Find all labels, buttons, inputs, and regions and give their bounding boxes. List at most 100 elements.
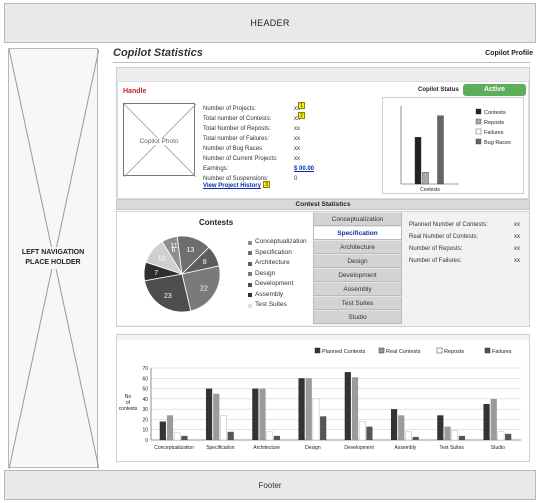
profile-stats: Number of Projects: xx Total number of Co… (203, 104, 323, 184)
contests-pie-chart: 6 13 8 22 23 7 10 11 (143, 235, 221, 313)
bar (305, 378, 312, 440)
bar (458, 435, 466, 440)
bar (490, 398, 497, 440)
y-tick-label: 50 (142, 387, 148, 393)
legend-swatch (248, 282, 252, 287)
bar (497, 431, 505, 441)
pie-slice-label: 23 (164, 293, 172, 300)
bar (351, 377, 359, 440)
status-badge: Active (463, 84, 526, 96)
contest-stat-label: Number of Failures: (409, 258, 462, 264)
tab-specification[interactable]: Specification (313, 226, 402, 240)
stat-label: Number of Projects: (203, 106, 257, 112)
pie-legend-item: Specification (248, 248, 307, 259)
stat-row: Number of Suspensions: 0 (203, 174, 323, 184)
tab-architecture[interactable]: Architecture (313, 240, 402, 254)
bar (398, 415, 405, 440)
pie-legend-item: Assembly (248, 290, 307, 301)
bar (483, 404, 490, 440)
left-nav-label: LEFT NAVIGATION PLACE HOLDER (9, 247, 97, 269)
legend-label: Specification (255, 248, 292, 256)
bar (366, 426, 373, 440)
bar (205, 388, 213, 440)
y-tick-label: 20 (142, 417, 148, 423)
legend-label: Assembly (255, 290, 284, 298)
pie-legend-item: Test Suites (248, 300, 307, 311)
bar (405, 431, 412, 441)
stat-row: Number of Current Projects: xx (203, 154, 323, 164)
legend-label: Development (255, 280, 294, 287)
tab-design[interactable]: Design (313, 254, 402, 268)
legend-swatch (378, 347, 385, 354)
stat-row: Total number of Contests: xx (203, 114, 323, 124)
summary-bar-chart: Contests Contests Reposts Failures Bug Races (400, 106, 511, 193)
pie-slice-label: 10 (158, 255, 166, 262)
stat-value: xx (294, 106, 300, 112)
pie-legend-item: Development (248, 279, 307, 290)
stat-value: xx (294, 136, 300, 142)
bar (451, 430, 459, 441)
legend-label: Conceptualization (255, 238, 307, 245)
bar (437, 115, 444, 185)
header: HEADER (4, 3, 536, 43)
photo-caption: Copilot Photo (124, 138, 194, 145)
bar (344, 372, 351, 440)
copilot-profile-link[interactable]: Copilot Profile (485, 50, 533, 57)
pie-legend-item: Design (248, 269, 307, 280)
stat-value: xx (294, 146, 300, 152)
legend-label: Reposts (444, 349, 464, 355)
copilot-handle[interactable]: Handle (123, 88, 147, 95)
stat-value: xx (294, 156, 300, 162)
legend-label: Planned Contests (322, 349, 366, 355)
contest-stat-value: xx (514, 246, 520, 252)
legend-swatch (475, 108, 482, 115)
annotation-badge: 1 (298, 102, 305, 109)
x-tick-label: Development (344, 445, 374, 451)
contest-stat-label: Planned Number of Contests: (409, 222, 488, 228)
x-tick-label: Design (305, 445, 321, 451)
stat-value: 0 (294, 176, 298, 182)
pie-slice-label: 11 (170, 243, 177, 250)
stat-label: Number of Suspensions: (203, 176, 269, 182)
stat-label: Number of Bug Races (203, 146, 263, 152)
tab-development[interactable]: Development (313, 268, 402, 282)
y-tick-label: 30 (142, 407, 148, 413)
tab-assembly[interactable]: Assembly (313, 282, 402, 296)
contest-stat-row: Real Number of Contests: xx (409, 231, 525, 243)
legend-swatch (484, 347, 491, 354)
left-navigation-placeholder: LEFT NAVIGATION PLACE HOLDER (8, 48, 99, 469)
earnings-link[interactable]: $ 00.00 (294, 166, 315, 172)
bar (298, 378, 305, 440)
legend-swatch (248, 293, 252, 297)
bar (181, 435, 188, 440)
legend-label: Test Suites (255, 301, 287, 308)
pie-slice (181, 265, 221, 312)
contest-comparison-bar-chart: 0 10 20 30 40 50 60 70 No of contests Conceptualiza… (119, 347, 521, 451)
tab-studio[interactable]: Studio (313, 310, 402, 324)
tab-conceptualization[interactable]: Conceptualization (313, 212, 402, 226)
bar (505, 433, 512, 440)
stat-row: Total number of Failures: xx (203, 134, 323, 144)
stat-label: Total number of Contests: (203, 116, 272, 122)
bar (266, 431, 274, 441)
x-tick-label: Studio (491, 445, 505, 451)
x-tick-label: Assembly (395, 445, 417, 451)
tab-test-suites[interactable]: Test Suites (313, 296, 402, 310)
legend-swatch (248, 240, 252, 245)
y-axis-label: No of contests (119, 394, 138, 412)
view-project-history-link[interactable]: View Project History (203, 183, 261, 189)
pie-slice-label: 13 (187, 247, 195, 254)
bar (259, 388, 266, 440)
legend-label: Architecture (255, 259, 290, 266)
bar (213, 393, 220, 440)
y-tick-label: 10 (142, 428, 148, 434)
bar (444, 426, 451, 440)
contest-stat-value: xx (514, 258, 520, 264)
stat-value: xx (294, 126, 300, 132)
y-tick-label: 60 (142, 376, 148, 382)
copilot-photo: Copilot Photo (123, 103, 196, 177)
legend-swatch (248, 251, 252, 255)
contest-comparison-body (117, 340, 529, 461)
bar (252, 388, 259, 440)
title-divider (113, 62, 530, 63)
